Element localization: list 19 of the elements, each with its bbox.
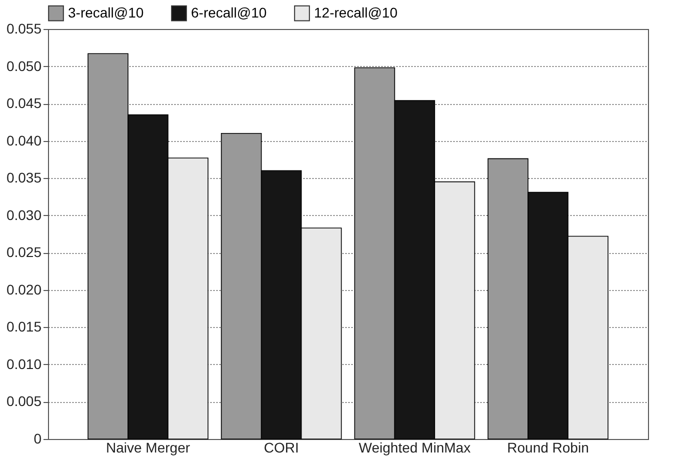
y-tick-label: 0.025 (6, 244, 42, 260)
x-tick-label: Naive Merger (106, 440, 190, 456)
legend-label: 3-recall@10 (68, 4, 144, 20)
y-tick-label: 0.030 (6, 206, 42, 223)
y-tick-label: 0 (34, 430, 42, 446)
y-tick-label: 0.005 (6, 393, 42, 410)
legend-label: 6-recall@10 (191, 4, 267, 20)
y-tick-label: 0.045 (6, 95, 42, 112)
y-tick-label: 0.015 (6, 318, 42, 335)
y-tick-label: 0.050 (6, 58, 42, 74)
x-tick-label: CORI (264, 440, 299, 456)
y-tick-label: 0.035 (6, 170, 42, 186)
y-tick-label: 0.020 (6, 281, 42, 298)
y-tick-label: 0.040 (6, 132, 42, 148)
y-tick-label: 0.010 (6, 356, 42, 372)
x-tick-label: Round Robin (507, 440, 589, 456)
x-tick-label: Weighted MinMax (358, 440, 471, 456)
y-tick-label: 0.055 (6, 20, 42, 36)
legend-label: 12-recall@10 (314, 4, 398, 20)
